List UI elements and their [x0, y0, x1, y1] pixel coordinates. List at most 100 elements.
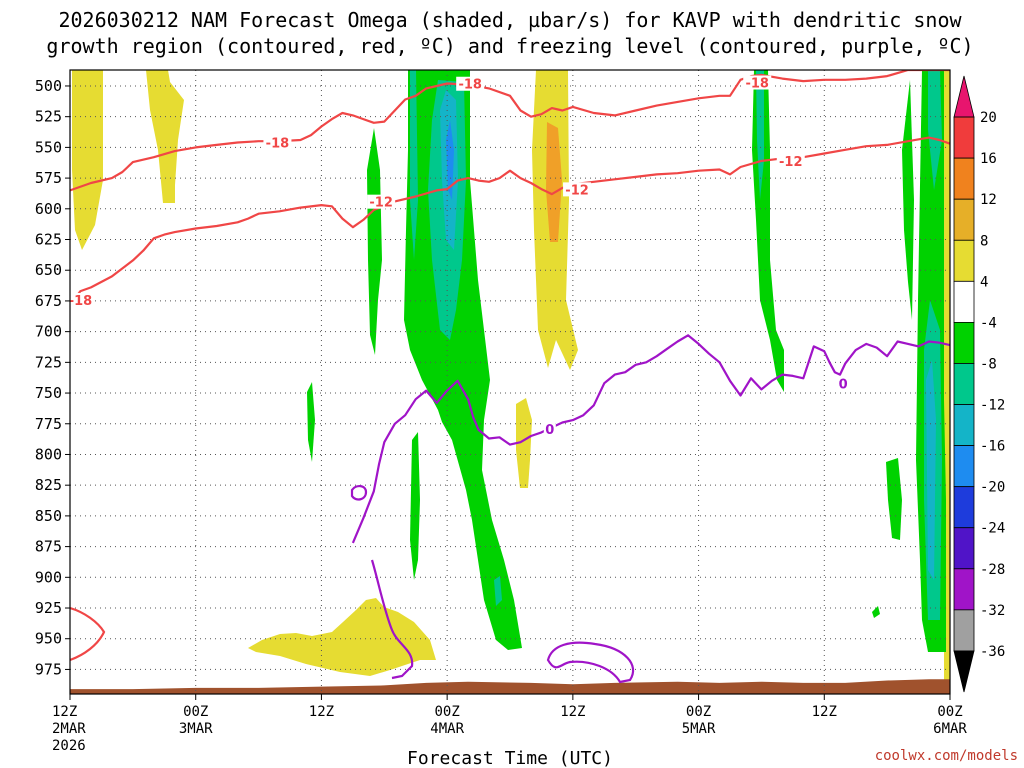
dgz-isotherm-line [70, 70, 950, 192]
contour-label: 0 [839, 377, 848, 392]
omega-shading [72, 70, 950, 694]
colorbar-segment [953, 609, 975, 652]
omega-strong-ascent-core [756, 70, 764, 200]
contour-label-background [837, 376, 850, 391]
omega-positive-area [516, 398, 532, 488]
omega-negative-area [872, 606, 880, 618]
contour-label: -12 [565, 183, 589, 198]
colorbar-label: -20 [980, 480, 1005, 496]
plot-frame [69, 69, 951, 695]
y-tick-label: 925 [35, 599, 62, 617]
omega-positive-area [146, 70, 184, 203]
y-tick-label: 950 [35, 630, 62, 648]
grid-lines [70, 70, 950, 694]
dgz-isotherm-line [70, 136, 950, 306]
y-tick-label: 650 [35, 261, 62, 279]
contour-label-background [543, 421, 556, 436]
dgz-isotherm-line [70, 606, 106, 662]
colorbar-segment [953, 568, 975, 611]
source-credit: coolwx.com/models [875, 748, 1018, 764]
x-tick-date-label: 2MAR [52, 721, 86, 737]
freezing-level-line [546, 641, 635, 684]
x-tick-date-label: 4MAR [430, 721, 464, 737]
colorbar-label: 20 [980, 110, 997, 126]
colorbar-label: -24 [980, 521, 1005, 537]
colorbar-segment [953, 280, 975, 323]
terrain-area [70, 679, 950, 694]
omega-strong-ascent-core [410, 70, 418, 260]
contour-label: -12 [369, 196, 393, 211]
y-tick-label: 700 [35, 323, 62, 341]
colorbar-label: -16 [980, 439, 1005, 455]
x-tick-date-label: 6MAR [933, 721, 967, 737]
colorbar-label: 16 [980, 151, 997, 167]
colorbar-segment [953, 239, 975, 282]
contour-label-background [263, 135, 292, 150]
omega-strong-ascent-core [926, 360, 936, 580]
y-tick-label: 775 [35, 415, 62, 433]
y-axis: 500 525 550 575 600 625 650 675 700 725 750 775 800 8… [35, 77, 70, 678]
contour-label-background [456, 76, 485, 91]
x-tick-label: 12Z [309, 704, 334, 720]
y-tick-label: 625 [35, 231, 62, 249]
chart-title-line-1: 2026030212 NAM Forecast Omega (shaded, µ… [58, 8, 962, 32]
omega-negative-area [307, 382, 315, 462]
omega-positive-area [546, 122, 562, 242]
colorbar-label: -4 [980, 315, 997, 331]
x-tick-label: 12Z [560, 704, 585, 720]
y-tick-label: 675 [35, 292, 62, 310]
colorbar-segment [953, 157, 975, 200]
colorbar-label: -32 [980, 603, 1005, 619]
contour-label-background [743, 75, 772, 90]
colorbar-segment [953, 650, 975, 693]
colorbar-label: 12 [980, 192, 997, 208]
y-tick-label: 525 [35, 108, 62, 126]
contour-label-background [563, 182, 592, 197]
colorbar-segment [953, 404, 975, 446]
omega-positive-area [72, 70, 103, 250]
colorbar-label: -8 [980, 356, 997, 372]
y-tick-label: 575 [35, 169, 62, 187]
omega-strong-ascent-core [446, 120, 454, 200]
y-tick-label: 875 [35, 538, 62, 556]
omega-negative-area [886, 458, 902, 540]
y-tick-label: 850 [35, 507, 62, 525]
colorbar-label: -12 [980, 398, 1005, 414]
contour-label-background [776, 154, 805, 169]
y-tick-label: 825 [35, 476, 62, 494]
freezing-level-line [351, 334, 950, 544]
colorbar: 20 16 12 8 4 -4 -8 -12 -16 -20 -24 -28 -32 -36 [953, 75, 1005, 693]
y-tick-label: 750 [35, 384, 62, 402]
freezing-level-line [350, 485, 368, 501]
contour-lines [70, 70, 950, 684]
colorbar-segment [953, 321, 975, 364]
contour-label: -18 [69, 294, 93, 309]
colorbar-label: 8 [980, 233, 988, 249]
contour-label: -18 [745, 77, 769, 92]
contour-label-background [367, 194, 396, 209]
colorbar-segment [953, 198, 975, 241]
chart-title-line-2: growth region (contoured, red, ºC) and f… [46, 34, 973, 58]
y-tick-label: 550 [35, 138, 62, 156]
y-tick-label: 600 [35, 200, 62, 218]
contour-label: -12 [779, 155, 803, 170]
x-tick-date-label: 3MAR [179, 721, 213, 737]
colorbar-segment [953, 445, 975, 488]
x-tick-label: 00Z [937, 704, 962, 720]
y-tick-label: 900 [35, 568, 62, 586]
y-tick-label: 975 [35, 660, 62, 678]
contour-label: -18 [458, 78, 482, 93]
colorbar-label: -36 [980, 644, 1005, 660]
x-tick-label: 12Z [812, 704, 837, 720]
contour-label-background [70, 292, 95, 307]
x-tick-label: 00Z [434, 704, 459, 720]
contour-label-group: -18 -18 -18 -18 -12 -12 -12 0 0 [69, 75, 850, 438]
freezing-level-line [370, 559, 414, 680]
x-tick-label: 12Z [52, 704, 77, 720]
omega-negative-area [367, 128, 382, 355]
colorbar-segment [953, 116, 975, 159]
x-axis-label: Forecast Time (UTC) [407, 748, 613, 768]
